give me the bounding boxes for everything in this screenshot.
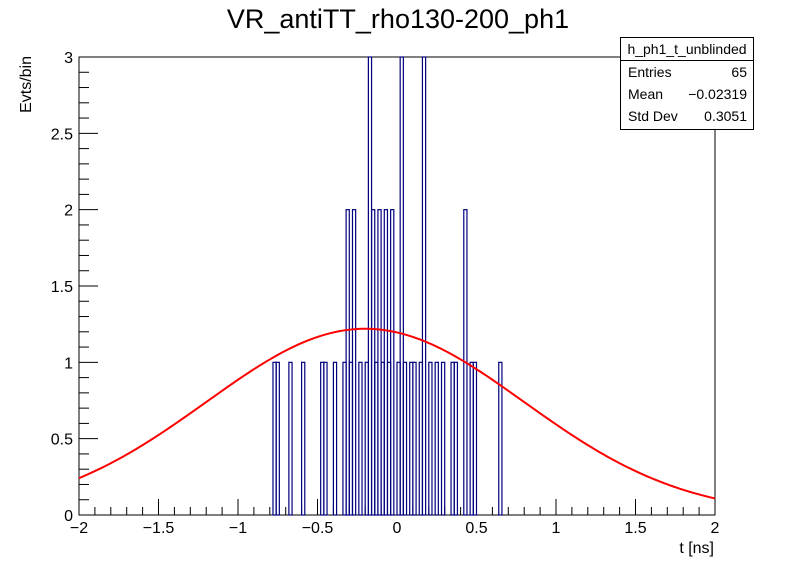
stats-row-mean: Mean −0.02319: [621, 83, 753, 105]
histogram-bar: [390, 209, 395, 516]
histogram-bar: [301, 361, 306, 516]
stats-row-entries: Entries 65: [621, 61, 753, 83]
stats-value: 65: [731, 64, 747, 80]
y-tick-label: 1: [64, 355, 73, 372]
histogram-bar: [453, 361, 459, 516]
histogram-bar: [399, 56, 404, 516]
y-tick-label: 0: [64, 508, 73, 525]
histogram-bar: [402, 361, 408, 516]
y-tick-label: 2: [64, 203, 73, 220]
x-tick-label: −0.5: [302, 520, 334, 537]
stats-box: h_ph1_t_unblinded Entries 65 Mean −0.023…: [620, 37, 754, 130]
y-tick-label: 0.5: [51, 432, 73, 449]
stats-key: Mean: [628, 86, 664, 102]
histogram-bar: [288, 361, 293, 516]
x-tick-label: 1: [552, 520, 561, 537]
x-tick-label: 0: [393, 520, 402, 537]
histogram-bar: [498, 361, 503, 516]
y-tick-label: 1.5: [51, 279, 73, 296]
histogram-bar: [412, 361, 417, 516]
histogram-bars: [272, 56, 503, 516]
histogram-bar: [434, 361, 439, 516]
histogram-bar: [440, 361, 446, 516]
x-tick-label: −1: [229, 520, 247, 537]
stats-key: Entries: [628, 64, 672, 80]
histogram-bar: [332, 361, 338, 516]
stats-box-name: h_ph1_t_unblinded: [621, 38, 753, 61]
histogram-bar: [351, 209, 357, 516]
chart-title: VR_antiTT_rho130-200_ph1: [226, 4, 570, 34]
histogram-bar: [472, 361, 478, 516]
histogram-bar: [275, 361, 280, 516]
y-axis-label: Evts/bin: [18, 56, 35, 113]
x-axis-label: t [ns]: [679, 540, 714, 557]
fit-curve: [78, 327, 716, 500]
stats-value: 0.3051: [704, 108, 747, 124]
x-tick-label: 1.5: [624, 520, 646, 537]
histogram-bar: [358, 361, 363, 516]
x-tick-label: −1.5: [143, 520, 175, 537]
x-tick-label: −2: [70, 520, 88, 537]
stats-row-stddev: Std Dev 0.3051: [621, 105, 753, 127]
y-tick-label: 3: [64, 50, 73, 67]
stats-value: −0.02319: [688, 86, 747, 102]
y-tick-label: 2.5: [51, 126, 73, 143]
stats-key: Std Dev: [628, 108, 678, 124]
histogram-bar: [323, 361, 328, 516]
histogram-bar: [428, 361, 433, 516]
histogram-bar: [421, 56, 427, 516]
x-tick-label: 0.5: [465, 520, 487, 537]
x-tick-label: 2: [711, 520, 720, 537]
